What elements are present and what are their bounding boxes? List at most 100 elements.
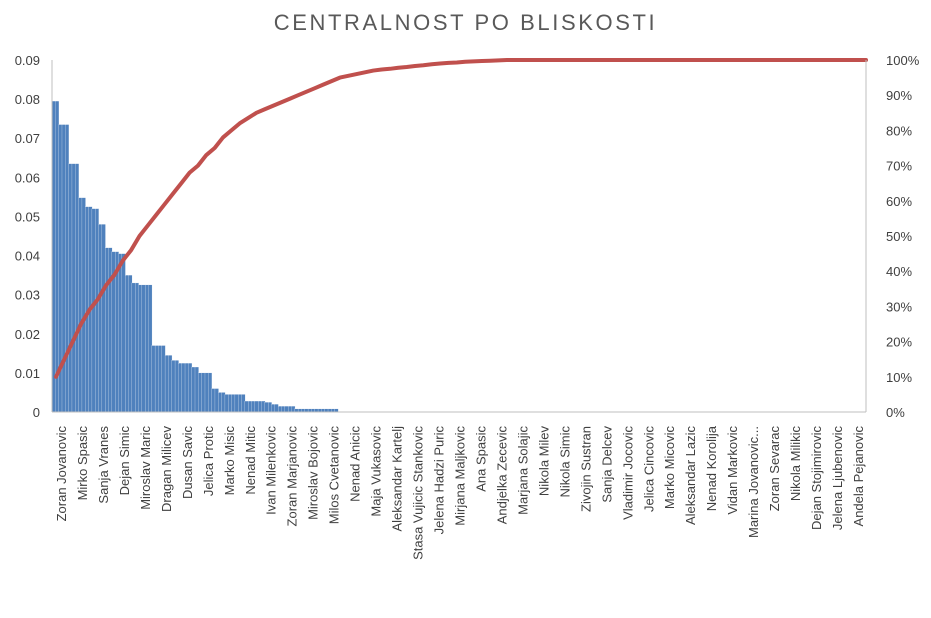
y-tick-label: 0.05 — [15, 209, 40, 224]
x-category-label: Aleksandar Lazic — [683, 426, 698, 525]
bar — [118, 253, 123, 413]
y-tick-label: 0.07 — [15, 131, 40, 146]
bar — [75, 163, 80, 413]
x-category-label: Vladimir Jocovic — [620, 426, 635, 520]
bar — [151, 345, 156, 413]
bar — [231, 394, 236, 413]
bars-group — [51, 100, 339, 413]
bar — [251, 400, 256, 413]
bar — [55, 100, 60, 413]
bar — [108, 247, 113, 413]
y-tick-label: 0.08 — [15, 92, 40, 107]
bar — [238, 394, 242, 413]
x-category-label: Marko Misic — [222, 426, 237, 496]
bar — [284, 406, 289, 413]
bar — [121, 253, 126, 413]
y2-tick-label: 20% — [886, 335, 912, 350]
bar — [171, 360, 176, 413]
bar — [274, 404, 279, 413]
bar — [71, 163, 76, 413]
bar — [148, 284, 153, 413]
bar — [101, 224, 106, 413]
bar — [244, 400, 249, 413]
x-category-label: Jelena Ljubenovic — [830, 426, 845, 531]
y2-tick-label: 30% — [886, 299, 912, 314]
bar — [65, 124, 70, 413]
bar — [278, 406, 282, 413]
x-category-label: Zoran Sevarac — [767, 426, 782, 512]
bar — [188, 362, 193, 413]
bar — [178, 362, 183, 413]
bar — [204, 372, 209, 413]
bar — [158, 345, 163, 413]
bar — [221, 392, 226, 413]
x-category-label: Mirko Spasic — [75, 426, 90, 501]
x-category-label: Milos Cvetanovic — [327, 426, 342, 525]
x-category-label: Sanja Vranes — [96, 426, 111, 504]
x-category-label: Dusan Savic — [180, 426, 195, 499]
bar — [214, 388, 219, 413]
bar — [201, 372, 206, 413]
bar — [218, 392, 223, 413]
bar — [138, 284, 143, 413]
x-category-label: Dejan Stojimirovic — [809, 426, 824, 531]
bar — [287, 406, 292, 413]
x-category-label: Nenad Mitic — [243, 426, 258, 495]
bar — [281, 406, 286, 413]
bar — [164, 355, 169, 413]
x-category-label: Dejan Simic — [117, 426, 132, 496]
x-category-label: Andela Pejanovic — [851, 426, 866, 527]
x-category-label: Miroslav Bojovic — [306, 426, 321, 520]
bar — [135, 282, 139, 413]
bar — [224, 394, 229, 413]
bar — [131, 282, 136, 413]
x-category-label: Nikola Simic — [557, 426, 572, 498]
x-category-label: Maja Vukasovic — [369, 426, 384, 517]
y2-tick-label: 50% — [886, 229, 912, 244]
bar — [264, 402, 269, 413]
x-category-label: Nikola Milikic — [788, 426, 803, 502]
cumulative-line — [54, 58, 868, 379]
bar — [68, 163, 73, 413]
bar — [268, 402, 272, 413]
x-category-label: Sanja Delcev — [599, 426, 614, 503]
y-tick-label: 0.03 — [15, 288, 40, 303]
bar — [154, 345, 159, 413]
x-category-label: Andjelka Zecevic — [494, 426, 509, 525]
bar — [51, 100, 56, 413]
y2-tick-label: 40% — [886, 264, 912, 279]
x-category-label: Dragan Milicev — [159, 426, 174, 512]
bar — [168, 355, 173, 413]
y2-tick-label: 90% — [886, 88, 912, 103]
bar — [261, 400, 266, 413]
bar — [291, 406, 296, 413]
x-category-label: Jelica Cincovic — [641, 426, 656, 512]
bar — [271, 404, 276, 413]
y-tick-label: 0.04 — [15, 249, 40, 264]
bar — [248, 400, 252, 413]
bar — [61, 124, 66, 413]
x-category-label: Marjana Solajic — [515, 426, 530, 515]
bar — [191, 366, 196, 413]
y-tick-label: 0.02 — [15, 327, 40, 342]
y-tick-label: 0.01 — [15, 366, 40, 381]
y2-tick-label: 70% — [886, 159, 912, 174]
bar — [128, 274, 133, 413]
cumulative-line-group — [54, 58, 868, 379]
bar — [241, 394, 246, 413]
x-category-label: Jelena Hadzi Puric — [432, 426, 447, 535]
x-category-label: Marina Jovanovic... — [746, 426, 761, 538]
bar — [181, 362, 186, 413]
bar — [91, 208, 96, 413]
x-category-label: Vidan Markovic — [725, 426, 740, 515]
y-axis-ticks: 0 0.01 0.02 0.03 0.04 0.05 0.06 0.07 0.08 0.09 — [15, 53, 40, 420]
x-category-label: Stasa Vujicic Stankovic — [411, 426, 426, 560]
bar — [141, 284, 146, 413]
x-category-label: Miroslav Maric — [138, 426, 153, 510]
chart-title: CENTRALNOST PO BLISKOSTI — [273, 10, 658, 35]
bar — [258, 400, 262, 413]
bar — [211, 388, 216, 413]
bar — [98, 224, 103, 413]
x-category-label: Zoran Marjanovic — [285, 426, 300, 527]
x-category-label: Mirjana Maljkovic — [453, 426, 468, 526]
